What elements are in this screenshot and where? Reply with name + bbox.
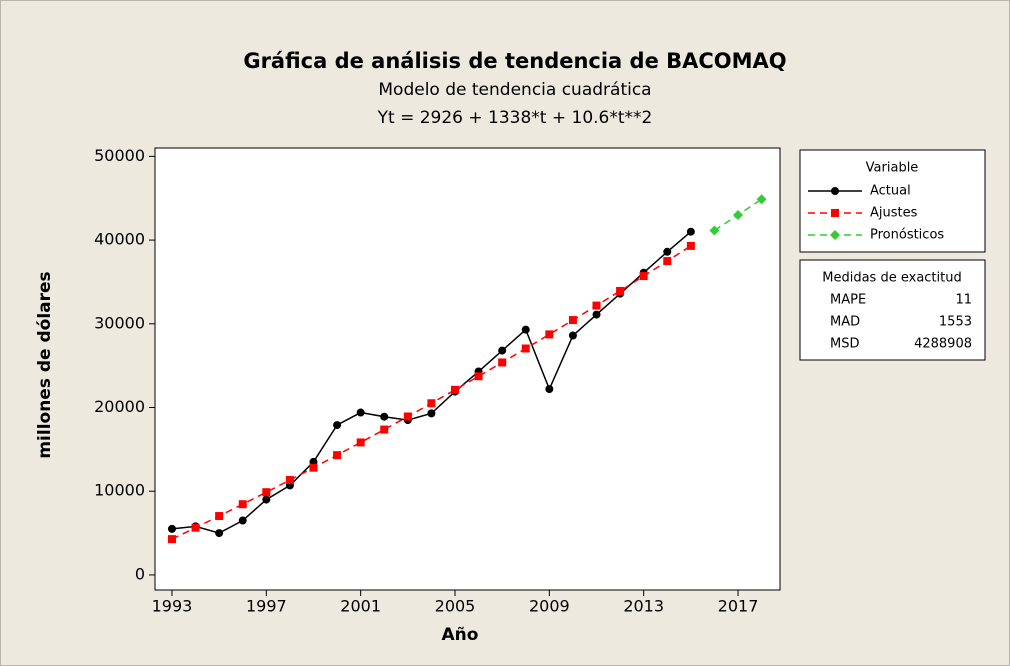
marker xyxy=(333,451,342,460)
accuracy-value: 1553 xyxy=(939,315,972,330)
x-tick-label: 1997 xyxy=(246,597,287,616)
marker xyxy=(474,372,483,381)
y-tick-label: 50000 xyxy=(94,146,145,165)
marker xyxy=(545,385,554,394)
marker xyxy=(568,331,577,340)
marker xyxy=(663,247,672,256)
y-tick-label: 0 xyxy=(135,564,145,583)
chart-subtitle: Modelo de tendencia cuadrática xyxy=(378,80,651,100)
accuracy-value: 11 xyxy=(955,293,972,308)
x-tick-label: 2013 xyxy=(623,597,664,616)
marker xyxy=(545,330,554,339)
marker xyxy=(238,516,247,525)
legend-label: Ajustes xyxy=(870,206,918,221)
equation: Yt = 2926 + 1338*t + 10.6*t**2 xyxy=(377,108,653,128)
accuracy-title: Medidas de exactitud xyxy=(822,271,961,286)
marker xyxy=(686,241,695,250)
marker xyxy=(215,529,224,538)
marker xyxy=(403,412,412,421)
legend-marker xyxy=(831,209,839,217)
marker xyxy=(427,399,436,408)
marker xyxy=(498,358,507,367)
legend-label: Actual xyxy=(870,184,911,199)
marker xyxy=(167,535,176,544)
marker xyxy=(521,344,530,353)
accuracy-name: MAD xyxy=(830,315,860,330)
marker xyxy=(285,476,294,485)
marker xyxy=(592,301,601,310)
marker xyxy=(380,412,389,421)
marker xyxy=(663,257,672,266)
legend-label: Pronósticos xyxy=(870,228,944,243)
accuracy-box xyxy=(799,259,986,361)
marker xyxy=(380,425,389,434)
marker xyxy=(733,209,744,220)
y-tick-label: 30000 xyxy=(94,313,145,332)
y-tick-label: 20000 xyxy=(94,397,145,416)
marker xyxy=(451,385,459,394)
legend-marker xyxy=(830,230,840,240)
marker xyxy=(756,194,767,205)
marker xyxy=(262,488,271,497)
marker xyxy=(309,463,318,472)
marker xyxy=(238,500,247,509)
y-axis-label: millones de dólares xyxy=(35,271,55,458)
marker xyxy=(356,438,365,447)
marker xyxy=(568,316,577,325)
x-tick-label: 2009 xyxy=(529,597,570,616)
legend-marker xyxy=(831,187,839,195)
accuracy-name: MAPE xyxy=(830,293,866,308)
chart-title: Gráfica de análisis de tendencia de BACO… xyxy=(243,49,786,73)
marker xyxy=(592,310,601,319)
y-tick-label: 10000 xyxy=(94,481,145,500)
marker xyxy=(498,346,507,355)
marker xyxy=(686,227,695,236)
marker xyxy=(333,421,342,430)
marker xyxy=(521,325,530,334)
marker xyxy=(356,408,365,417)
marker xyxy=(262,495,271,504)
x-tick-label: 1993 xyxy=(152,597,193,616)
x-tick-label: 2001 xyxy=(340,597,381,616)
legend-title: Variable xyxy=(866,161,919,176)
marker xyxy=(616,286,625,295)
marker xyxy=(215,512,224,521)
plot-area xyxy=(154,147,781,591)
x-tick-label: 2017 xyxy=(718,597,759,616)
marker xyxy=(427,409,436,418)
marker xyxy=(191,523,200,532)
marker xyxy=(639,272,648,281)
accuracy-name: MSD xyxy=(830,337,859,352)
x-axis-label: Año xyxy=(442,625,479,645)
y-tick-label: 40000 xyxy=(94,230,145,249)
marker xyxy=(167,524,176,533)
x-tick-label: 2005 xyxy=(435,597,476,616)
accuracy-value: 4288908 xyxy=(914,337,972,352)
marker xyxy=(709,225,720,236)
